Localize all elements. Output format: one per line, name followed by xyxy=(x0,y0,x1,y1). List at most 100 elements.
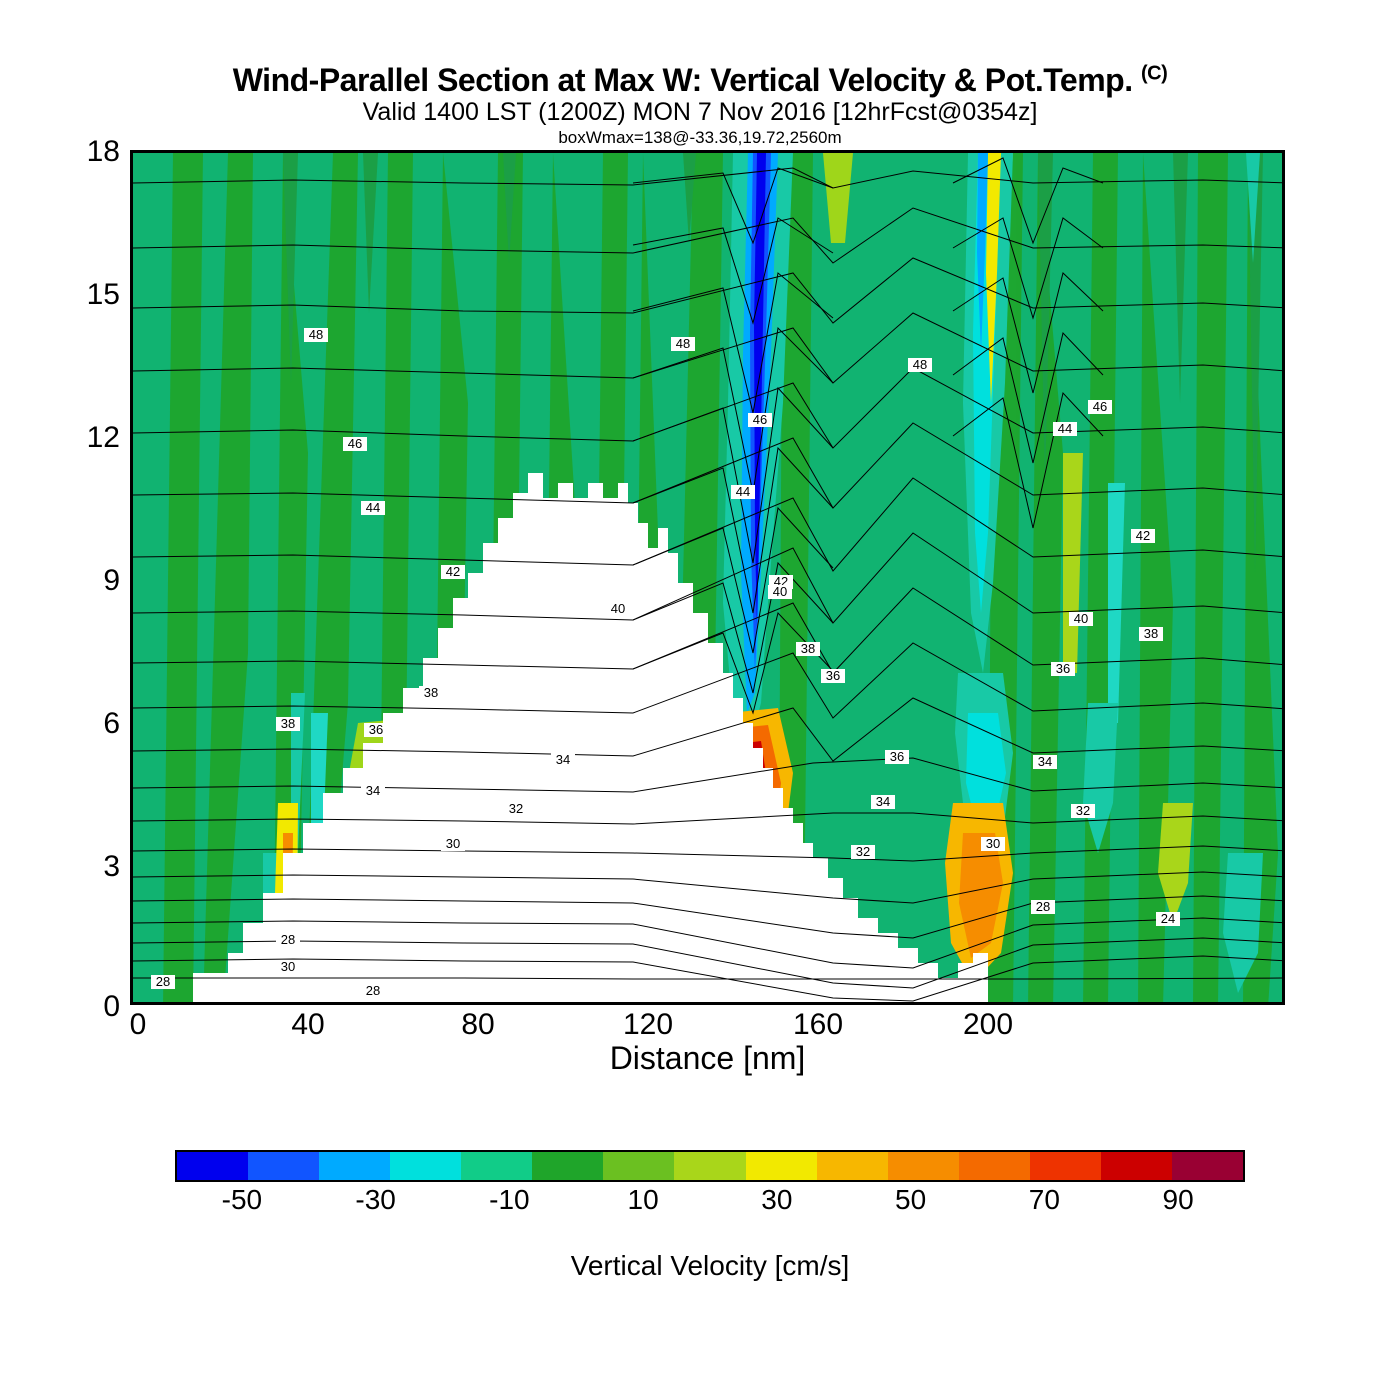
svg-text:40: 40 xyxy=(1074,611,1088,626)
contour-label-34-27: 34 xyxy=(871,794,895,809)
colorbar-tick-50: 50 xyxy=(895,1184,926,1216)
colorbar-tick-10: 10 xyxy=(628,1184,659,1216)
svg-text:36: 36 xyxy=(890,749,904,764)
contour-label-28-36: 28 xyxy=(361,983,385,998)
colorbar-segment-14 xyxy=(1172,1152,1243,1180)
contour-label-48-2: 48 xyxy=(908,357,932,372)
colorbar-tick--10: -10 xyxy=(489,1184,529,1216)
colorbar-segment-0 xyxy=(177,1152,248,1180)
svg-text:46: 46 xyxy=(348,436,362,451)
svg-text:32: 32 xyxy=(1076,803,1090,818)
colorbar-ticks: -50 -30 -10 10 30 50 70 90 xyxy=(175,1182,1245,1212)
contour-label-36-21: 36 xyxy=(821,668,845,683)
contour-label-28-35: 28 xyxy=(276,932,300,947)
colorbar-segment-11 xyxy=(959,1152,1030,1180)
x-tick-160: 160 xyxy=(788,1008,848,1042)
contour-label-28-34: 28 xyxy=(1031,899,1055,914)
contour-label-42-11: 42 xyxy=(1131,528,1155,543)
svg-text:44: 44 xyxy=(736,484,750,499)
colorbar xyxy=(175,1150,1245,1182)
svg-text:38: 38 xyxy=(281,716,295,731)
contour-label-30-31: 30 xyxy=(441,836,465,851)
svg-text:28: 28 xyxy=(156,974,170,989)
colorbar-segment-2 xyxy=(319,1152,390,1180)
svg-text:38: 38 xyxy=(1144,626,1158,641)
colorbar-tick-90: 90 xyxy=(1163,1184,1194,1216)
svg-text:30: 30 xyxy=(281,959,295,974)
contour-label-34-24: 34 xyxy=(551,752,575,767)
svg-text:38: 38 xyxy=(424,685,438,700)
y-tick-9: 9 xyxy=(60,564,120,598)
contour-label-30-32: 30 xyxy=(981,836,1005,851)
colorbar-segment-4 xyxy=(461,1152,532,1180)
contour-label-42-9: 42 xyxy=(441,564,465,579)
contour-plot-area[interactable]: 4848484646464444444242424040404038383838… xyxy=(130,150,1285,1005)
svg-text:48: 48 xyxy=(309,327,323,342)
y-tick-18: 18 xyxy=(60,135,120,169)
svg-text:30: 30 xyxy=(986,836,1000,851)
svg-text:28: 28 xyxy=(1036,899,1050,914)
contour-label-38-19: 38 xyxy=(276,716,300,731)
y-tick-15: 15 xyxy=(60,278,120,312)
x-tick-80: 80 xyxy=(448,1008,508,1042)
svg-text:34: 34 xyxy=(366,783,380,798)
x-tick-0: 0 xyxy=(108,1008,168,1042)
svg-text:32: 32 xyxy=(856,844,870,859)
colorbar-tick-70: 70 xyxy=(1029,1184,1060,1216)
x-axis-label: Distance [nm] xyxy=(130,1040,1285,1077)
colorbar-segment-5 xyxy=(532,1152,603,1180)
svg-text:40: 40 xyxy=(773,584,787,599)
contour-label-36-22: 36 xyxy=(1051,661,1075,676)
x-tick-40: 40 xyxy=(278,1008,338,1042)
contour-label-30-33: 30 xyxy=(276,959,300,974)
contour-label-46-3: 46 xyxy=(343,436,367,451)
contour-label-44-7: 44 xyxy=(1053,421,1077,436)
svg-text:36: 36 xyxy=(1056,661,1070,676)
svg-text:34: 34 xyxy=(1038,754,1052,769)
svg-text:48: 48 xyxy=(913,357,927,372)
svg-text:30: 30 xyxy=(446,836,460,851)
svg-text:34: 34 xyxy=(556,752,570,767)
contour-label-32-30: 32 xyxy=(851,844,875,859)
contour-label-44-6: 44 xyxy=(361,500,385,515)
contour-label-46-5: 46 xyxy=(748,412,772,427)
contour-label-34-26: 34 xyxy=(361,783,385,798)
colorbar-segment-12 xyxy=(1030,1152,1101,1180)
svg-text:28: 28 xyxy=(366,983,380,998)
contour-label-40-12: 40 xyxy=(606,601,630,616)
colorbar-title: Vertical Velocity [cm/s] xyxy=(175,1250,1245,1282)
colorbar-segment-13 xyxy=(1101,1152,1172,1180)
colorbar-tick-30: 30 xyxy=(761,1184,792,1216)
contour-label-40-13: 40 xyxy=(768,584,792,599)
svg-text:36: 36 xyxy=(826,668,840,683)
chart-subtitle-2: boxWmax=138@-33.36,19.72,2560m xyxy=(0,128,1400,148)
contour-label-38-17: 38 xyxy=(796,641,820,656)
svg-text:36: 36 xyxy=(369,722,383,737)
contour-label-28-38: 28 xyxy=(151,974,175,989)
svg-text:38: 38 xyxy=(801,641,815,656)
contour-label-38-18: 38 xyxy=(1139,626,1163,641)
contour-label-46-4: 46 xyxy=(1088,399,1112,414)
svg-text:34: 34 xyxy=(876,794,890,809)
contour-label-24-37: 24 xyxy=(1156,911,1180,926)
svg-text:42: 42 xyxy=(1136,528,1150,543)
contour-label-48-1: 48 xyxy=(671,336,695,351)
chart-title: Wind-Parallel Section at Max W: Vertical… xyxy=(0,62,1400,99)
y-tick-6: 6 xyxy=(60,707,120,741)
y-tick-3: 3 xyxy=(60,850,120,884)
contour-label-40-14: 40 xyxy=(1069,611,1093,626)
contour-label-36-20: 36 xyxy=(364,722,388,737)
svg-text:48: 48 xyxy=(676,336,690,351)
chart-subtitle-1: Valid 1400 LST (1200Z) MON 7 Nov 2016 [1… xyxy=(0,98,1400,127)
colorbar-segment-3 xyxy=(390,1152,461,1180)
svg-text:46: 46 xyxy=(1093,399,1107,414)
colorbar-segment-10 xyxy=(888,1152,959,1180)
svg-text:44: 44 xyxy=(1058,421,1072,436)
svg-text:24: 24 xyxy=(1161,911,1175,926)
contour-label-36-23: 36 xyxy=(885,749,909,764)
svg-text:44: 44 xyxy=(366,500,380,515)
svg-text:40: 40 xyxy=(611,601,625,616)
colorbar-segment-9 xyxy=(817,1152,888,1180)
svg-text:32: 32 xyxy=(509,801,523,816)
y-tick-12: 12 xyxy=(60,421,120,455)
